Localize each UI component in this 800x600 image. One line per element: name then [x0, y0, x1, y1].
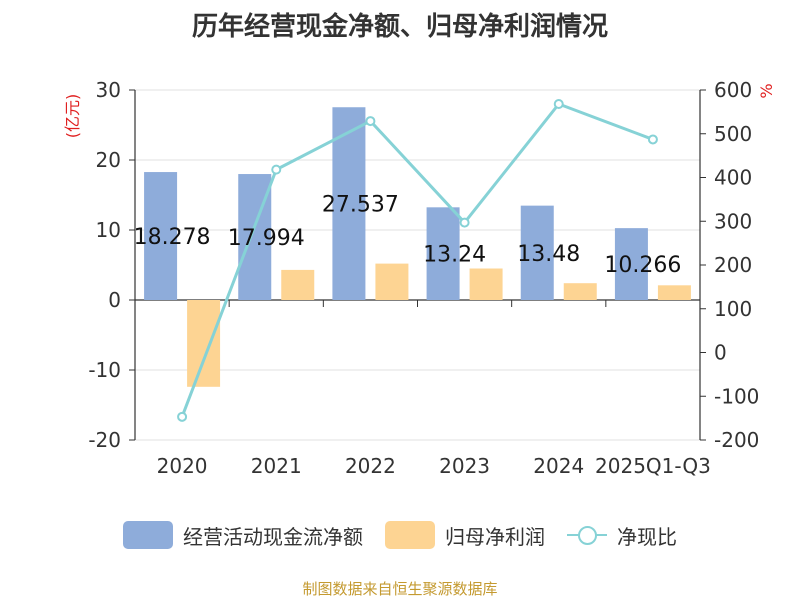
y-left-tick-label: 20 — [96, 148, 121, 172]
y-right-tick-label: -200 — [714, 428, 759, 452]
legend-item-net-profit[interactable]: 归母净利润 — [385, 521, 545, 550]
bar-net-profit — [281, 269, 315, 300]
y-left-axis-label: (亿元) — [63, 94, 82, 139]
data-label-cashflow: 17.994 — [228, 226, 305, 251]
data-label-cashflow: 18.278 — [134, 225, 211, 250]
x-tick-label: 2022 — [345, 454, 396, 478]
bar-net-profit — [563, 283, 597, 300]
data-label-cashflow: 27.537 — [322, 193, 399, 218]
legend-label-ratio: 净现比 — [617, 524, 677, 549]
y-right-tick-label: -100 — [714, 384, 759, 408]
bar-cashflow — [614, 228, 648, 300]
y-right-tick-label: 0 — [714, 341, 727, 365]
x-tick-label: 2023 — [439, 454, 490, 478]
ratio-point — [177, 411, 188, 422]
chart-title: 历年经营现金净额、归母净利润情况 — [191, 12, 608, 42]
legend-item-ratio[interactable]: 净现比 — [567, 521, 677, 550]
bar-net-profit — [375, 263, 409, 300]
ratio-point — [459, 217, 470, 228]
bar-cashflow — [144, 172, 178, 300]
legend-label-net-profit: 归母净利润 — [445, 524, 545, 549]
y-right-tick-label: 500 — [714, 122, 752, 146]
ratio-line — [180, 102, 654, 418]
legend-swatch-ratio — [567, 521, 607, 549]
ratio-point — [365, 116, 376, 127]
x-tick-label: 2020 — [157, 454, 208, 478]
y-right-axis-label: % — [757, 83, 776, 98]
ratio-point — [271, 164, 282, 175]
chart-area: 3020100-10-206005004003002001000-100-200… — [63, 78, 776, 478]
legend-swatch-net-profit — [385, 521, 435, 549]
y-left-tick-label: -10 — [88, 358, 121, 382]
legend: 经营活动现金流净额 归母净利润 净现比 — [0, 518, 800, 552]
y-right-tick-label: 100 — [714, 297, 752, 321]
y-right-tick-label: 200 — [714, 253, 752, 277]
bar-net-profit — [187, 300, 221, 387]
legend-item-cashflow[interactable]: 经营活动现金流净额 — [123, 521, 363, 550]
x-tick-label: 2024 — [533, 454, 584, 478]
y-left-tick-label: 10 — [96, 218, 121, 242]
y-right-tick-label: 400 — [714, 166, 752, 190]
bar-cashflow — [426, 207, 460, 300]
y-right-tick-label: 600 — [714, 78, 752, 102]
y-left-tick-label: 0 — [108, 288, 121, 312]
bar-cashflow — [520, 205, 554, 300]
legend-swatch-cashflow — [123, 521, 173, 549]
data-label-cashflow: 10.266 — [604, 253, 681, 278]
x-tick-label: 2021 — [251, 454, 302, 478]
bar-net-profit — [469, 268, 503, 300]
y-left-tick-label: -20 — [88, 428, 121, 452]
data-label-cashflow: 13.24 — [423, 243, 486, 268]
ratio-point — [553, 99, 564, 109]
bar-net-profit — [657, 285, 691, 300]
legend-label-cashflow: 经营活动现金流净额 — [183, 524, 363, 549]
data-label-cashflow: 13.48 — [517, 242, 580, 267]
source-note: 制图数据来自恒生聚源数据库 — [302, 580, 498, 598]
x-tick-label: 2025Q1-Q3 — [595, 454, 711, 478]
y-right-tick-label: 300 — [714, 209, 752, 233]
y-left-tick-label: 30 — [96, 78, 121, 102]
ratio-point — [647, 134, 658, 145]
